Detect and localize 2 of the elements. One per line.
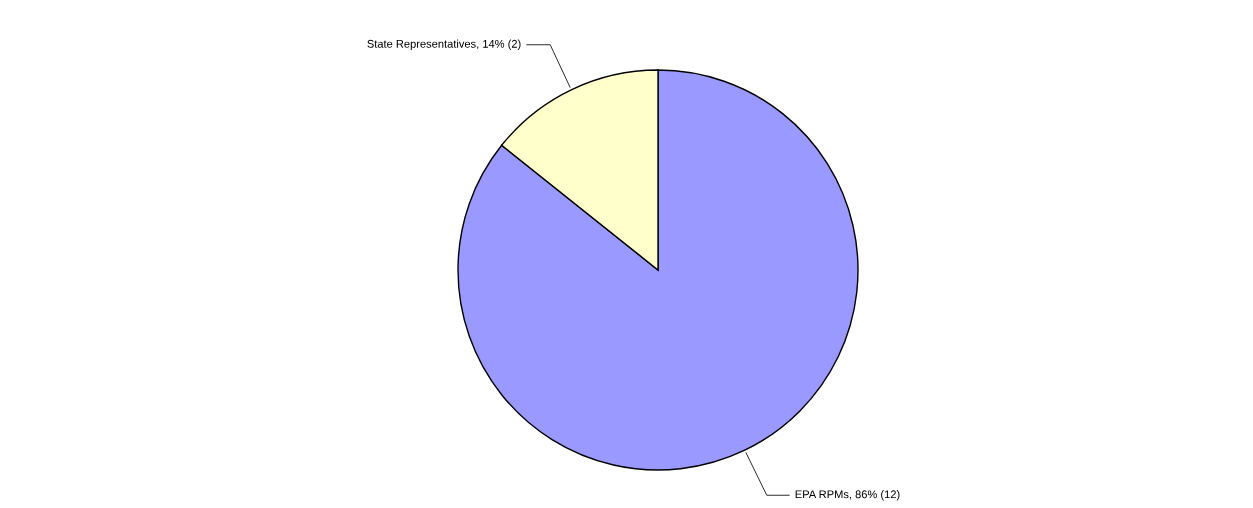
slice-label: State Representatives, 14% (2): [367, 39, 521, 50]
slice-label: EPA RPMs, 86% (12): [795, 490, 900, 501]
